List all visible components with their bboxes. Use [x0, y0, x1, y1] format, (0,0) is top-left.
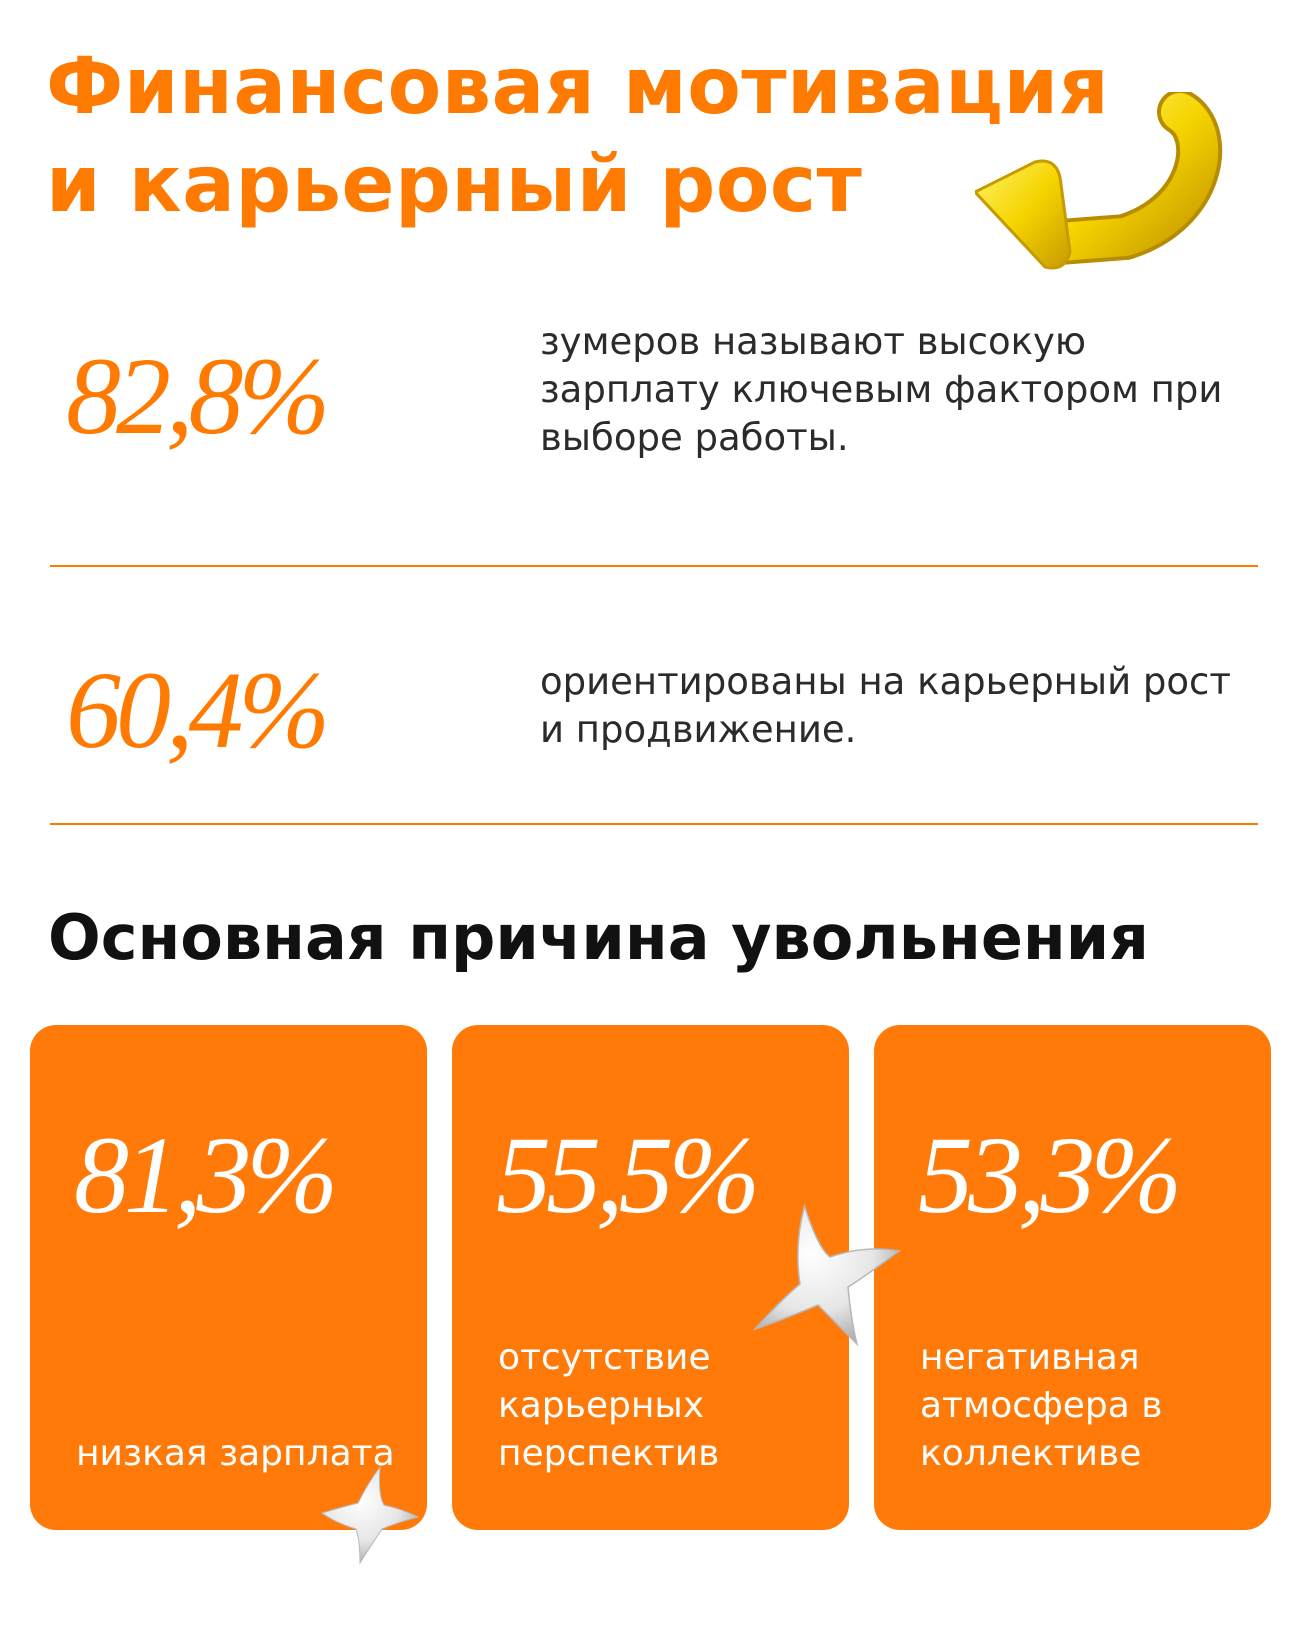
divider — [50, 823, 1258, 825]
reason-card-salary: 81,3% низкая зарплата — [30, 1025, 427, 1530]
title-line-2: и карьерный рост — [46, 140, 863, 230]
reason-card-career: 55,5% отсутствие карьерных перспектив — [452, 1025, 849, 1530]
reason-card-atmosphere: 53,3% негативная атмосфера в коллективе — [874, 1025, 1271, 1530]
page-title: Финансовая мотивация и карьерный рост — [46, 38, 1109, 234]
stat-description-career: ориентированы на карьерный рост и продви… — [540, 660, 1231, 751]
section-title: Основная причина увольнения — [48, 901, 1149, 974]
card-value: 53,3% — [918, 1114, 1182, 1236]
divider — [50, 565, 1258, 567]
card-value: 81,3% — [74, 1114, 338, 1236]
card-label: низкая зарплата — [76, 1433, 395, 1474]
stat-value-career: 60,4% — [66, 649, 330, 771]
card-label: негативная атмосфера в коллективе — [920, 1337, 1163, 1474]
yellow-arrow-icon — [975, 92, 1223, 270]
star-icon — [752, 1203, 901, 1347]
title-line-1: Финансовая мотивация — [46, 42, 1110, 132]
card-label: отсутствие карьерных перспектив — [498, 1337, 720, 1474]
stat-value-salary: 82,8% — [66, 335, 330, 457]
card-value: 55,5% — [496, 1114, 760, 1236]
stat-description-salary: зумеров называют высокую зарплату ключев… — [540, 320, 1223, 459]
star-icon — [320, 1465, 420, 1565]
